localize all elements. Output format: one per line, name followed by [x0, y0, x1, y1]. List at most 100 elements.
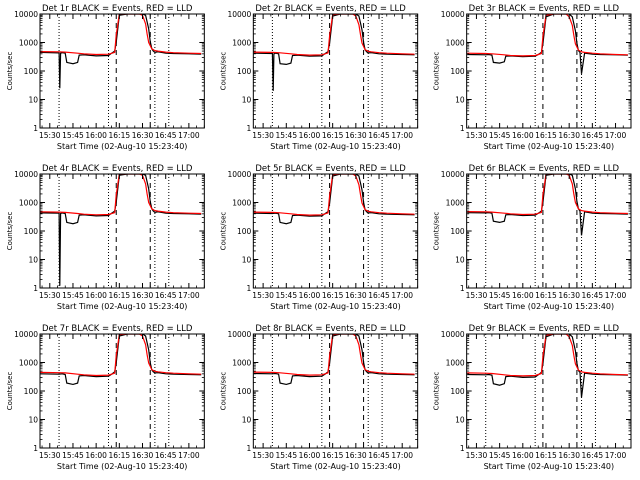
x-tick-label: 16:30: [345, 451, 367, 460]
y-tick-label: 10000: [227, 10, 251, 19]
x-tick-label: 15:30: [39, 131, 61, 140]
x-tick-label: 15:45: [62, 131, 84, 140]
events-series-line: [40, 14, 202, 89]
x-tick-label: 16:15: [109, 291, 131, 300]
x-tick-label: 16:15: [109, 451, 131, 460]
y-tick-label: 10000: [227, 330, 251, 339]
x-tick-label: 15:45: [489, 291, 511, 300]
x-tick-label: 16:30: [132, 131, 154, 140]
detector-panel: 1 10 100 1000 10000 15:30 15:45 16:00 16:15 16:30…: [219, 164, 419, 311]
y-tick-label: 1000: [446, 199, 465, 208]
detector-panel: 1 10 100 1000 10000 15:30 15:45 16:00 16:15 16:30…: [433, 164, 632, 311]
y-tick-label: 10000: [14, 170, 38, 179]
events-series-line: [467, 14, 628, 74]
y-axis-label: Counts/sec: [433, 52, 441, 91]
x-tick-label: 15:45: [62, 291, 84, 300]
x-tick-label: 16:45: [368, 291, 390, 300]
y-tick-label: 100: [450, 227, 465, 236]
y-tick-label: 100: [24, 67, 39, 76]
x-tick-label: 17:00: [178, 291, 200, 300]
y-tick-label: 1000: [232, 359, 251, 368]
x-tick-label: 16:30: [558, 131, 580, 140]
x-tick-label: 16:30: [132, 291, 154, 300]
plot-frame: [39, 13, 205, 129]
lld-series-line: [467, 14, 628, 57]
y-tick-label: 100: [24, 387, 39, 396]
y-tick-label: 1: [460, 284, 465, 293]
y-tick-label: 10000: [441, 10, 465, 19]
plot-frame: [466, 333, 632, 449]
y-tick-label: 1: [247, 444, 252, 453]
y-tick-label: 1: [33, 284, 38, 293]
y-tick-label: 1000: [232, 199, 251, 208]
y-tick-label: 10: [242, 256, 252, 265]
x-tick-label: 17:00: [391, 131, 413, 140]
x-tick-label: 15:45: [275, 131, 297, 140]
plot-frame: [252, 13, 419, 129]
x-tick-label: 16:15: [109, 131, 131, 140]
x-tick-label: 17:00: [605, 291, 627, 300]
x-tick-label: 16:45: [368, 451, 390, 460]
lld-series-line: [40, 14, 202, 56]
x-tick-label: 15:30: [39, 451, 61, 460]
panel-title: Det 3r BLACK = Events, RED = LLD: [469, 4, 620, 14]
x-tick-label: 16:00: [85, 131, 107, 140]
panel-title: Det 6r BLACK = Events, RED = LLD: [469, 164, 620, 174]
y-tick-label: 100: [237, 227, 252, 236]
y-tick-label: 10: [455, 256, 465, 265]
y-axis-label: Counts/sec: [6, 372, 14, 411]
y-axis-label: Counts/sec: [433, 372, 441, 411]
x-tick-label: 17:00: [178, 131, 200, 140]
detector-panel: 1 10 100 1000 10000 15:30 15:45 16:00 16:15 16:30…: [6, 324, 205, 471]
y-tick-label: 100: [450, 387, 465, 396]
x-tick-label: 17:00: [178, 451, 200, 460]
x-tick-label: 17:00: [605, 451, 627, 460]
panel-title: Det 5r BLACK = Events, RED = LLD: [255, 164, 406, 174]
x-tick-label: 16:15: [322, 451, 344, 460]
y-tick-label: 10: [242, 96, 252, 105]
detector-panel: 1 10 100 1000 10000 15:30 15:45 16:00 16:15 16:30…: [219, 324, 419, 471]
x-tick-label: 15:45: [62, 451, 84, 460]
detector-panel: 1 10 100 1000 10000 15:30 15:45 16:00 16:15 16:30…: [6, 164, 205, 311]
y-tick-label: 10: [455, 416, 465, 425]
x-tick-label: 16:00: [299, 451, 321, 460]
plot-frame: [466, 13, 632, 129]
detector-panel: 1 10 100 1000 10000 15:30 15:45 16:00 16:15 16:30…: [433, 4, 632, 151]
y-tick-label: 1: [460, 444, 465, 453]
y-tick-label: 100: [237, 387, 252, 396]
plot-frame: [252, 333, 419, 449]
plot-frame: [39, 333, 205, 449]
x-axis-label: Start Time (02-Aug-10 15:23:40): [57, 302, 188, 311]
x-tick-label: 16:00: [512, 451, 534, 460]
x-tick-label: 15:45: [489, 451, 511, 460]
x-tick-label: 16:30: [558, 291, 580, 300]
x-tick-label: 16:00: [85, 451, 107, 460]
y-tick-label: 10000: [441, 170, 465, 179]
x-axis-label: Start Time (02-Aug-10 15:23:40): [270, 302, 401, 311]
y-axis-label: Counts/sec: [219, 212, 227, 251]
y-axis-label: Counts/sec: [219, 52, 227, 91]
x-tick-label: 16:00: [85, 291, 107, 300]
x-tick-label: 16:00: [512, 131, 534, 140]
plot-frame: [252, 173, 419, 289]
events-series-line: [40, 174, 202, 286]
x-tick-label: 16:30: [345, 291, 367, 300]
x-tick-label: 15:30: [252, 451, 274, 460]
plot-frame: [466, 173, 632, 289]
x-tick-label: 15:45: [489, 131, 511, 140]
y-tick-label: 1000: [232, 39, 251, 48]
lld-series-line: [253, 174, 415, 216]
x-tick-label: 17:00: [391, 451, 413, 460]
x-tick-label: 16:45: [582, 131, 604, 140]
panel-title: Det 9r BLACK = Events, RED = LLD: [469, 324, 620, 334]
x-tick-label: 17:00: [391, 291, 413, 300]
y-axis-label: Counts/sec: [219, 372, 227, 411]
x-tick-label: 16:30: [132, 451, 154, 460]
y-tick-label: 10: [28, 256, 38, 265]
events-series-line: [253, 334, 415, 386]
x-axis-label: Start Time (02-Aug-10 15:23:40): [484, 462, 615, 471]
x-tick-label: 16:00: [299, 131, 321, 140]
y-tick-label: 1: [460, 124, 465, 133]
y-axis-label: Counts/sec: [433, 212, 441, 251]
events-series-line: [253, 174, 415, 225]
